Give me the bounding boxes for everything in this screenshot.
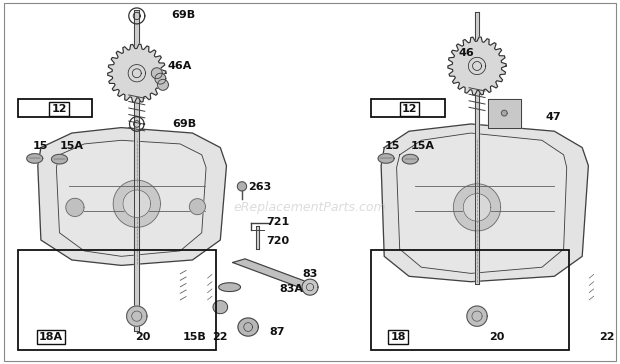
Bar xyxy=(18,99,92,117)
Polygon shape xyxy=(113,180,161,228)
Polygon shape xyxy=(190,199,205,215)
Polygon shape xyxy=(488,99,521,128)
Text: 18: 18 xyxy=(391,332,406,342)
Text: 263: 263 xyxy=(248,182,272,193)
Text: 721: 721 xyxy=(267,217,290,227)
Polygon shape xyxy=(155,73,166,84)
Polygon shape xyxy=(237,182,247,191)
Text: 47: 47 xyxy=(545,112,560,122)
Polygon shape xyxy=(157,79,169,90)
Polygon shape xyxy=(51,154,68,164)
Polygon shape xyxy=(232,259,316,289)
Text: 69B: 69B xyxy=(171,10,195,20)
Polygon shape xyxy=(502,110,507,116)
Bar xyxy=(18,250,216,349)
Polygon shape xyxy=(381,124,588,282)
Polygon shape xyxy=(448,37,506,95)
Text: 15: 15 xyxy=(33,141,48,151)
Text: 87: 87 xyxy=(270,328,285,337)
Polygon shape xyxy=(151,68,162,79)
Text: 22: 22 xyxy=(212,332,228,342)
Polygon shape xyxy=(378,154,394,163)
Text: 15: 15 xyxy=(384,141,400,151)
Text: 20: 20 xyxy=(136,332,151,342)
Bar xyxy=(135,10,139,331)
Polygon shape xyxy=(467,306,487,326)
Text: eReplacementParts.com: eReplacementParts.com xyxy=(234,201,386,214)
Polygon shape xyxy=(397,133,567,273)
Polygon shape xyxy=(453,184,500,231)
Polygon shape xyxy=(108,44,166,102)
Text: 83A: 83A xyxy=(279,284,303,294)
Text: 20: 20 xyxy=(489,332,505,342)
Text: 15A: 15A xyxy=(60,141,84,151)
Text: 46A: 46A xyxy=(168,61,192,71)
Text: 83: 83 xyxy=(303,269,318,280)
Text: 12: 12 xyxy=(51,104,67,114)
Polygon shape xyxy=(27,154,43,163)
Polygon shape xyxy=(66,198,84,217)
Polygon shape xyxy=(238,318,259,336)
Text: 22: 22 xyxy=(599,332,614,342)
Text: 15A: 15A xyxy=(411,141,435,151)
Polygon shape xyxy=(123,190,151,218)
Polygon shape xyxy=(219,283,241,292)
Text: 15B: 15B xyxy=(183,332,207,342)
Polygon shape xyxy=(213,301,228,314)
Bar xyxy=(371,99,445,117)
Polygon shape xyxy=(38,128,226,265)
Bar xyxy=(475,12,479,284)
Polygon shape xyxy=(463,194,491,221)
Bar xyxy=(256,226,259,249)
Polygon shape xyxy=(402,154,418,164)
Polygon shape xyxy=(126,306,147,326)
Text: 720: 720 xyxy=(267,236,290,246)
Text: 18A: 18A xyxy=(39,332,63,342)
Bar xyxy=(371,250,569,349)
Text: 12: 12 xyxy=(402,104,417,114)
Polygon shape xyxy=(56,140,206,256)
Text: 46: 46 xyxy=(458,48,474,58)
Polygon shape xyxy=(302,279,318,295)
Text: 69B: 69B xyxy=(172,119,197,129)
